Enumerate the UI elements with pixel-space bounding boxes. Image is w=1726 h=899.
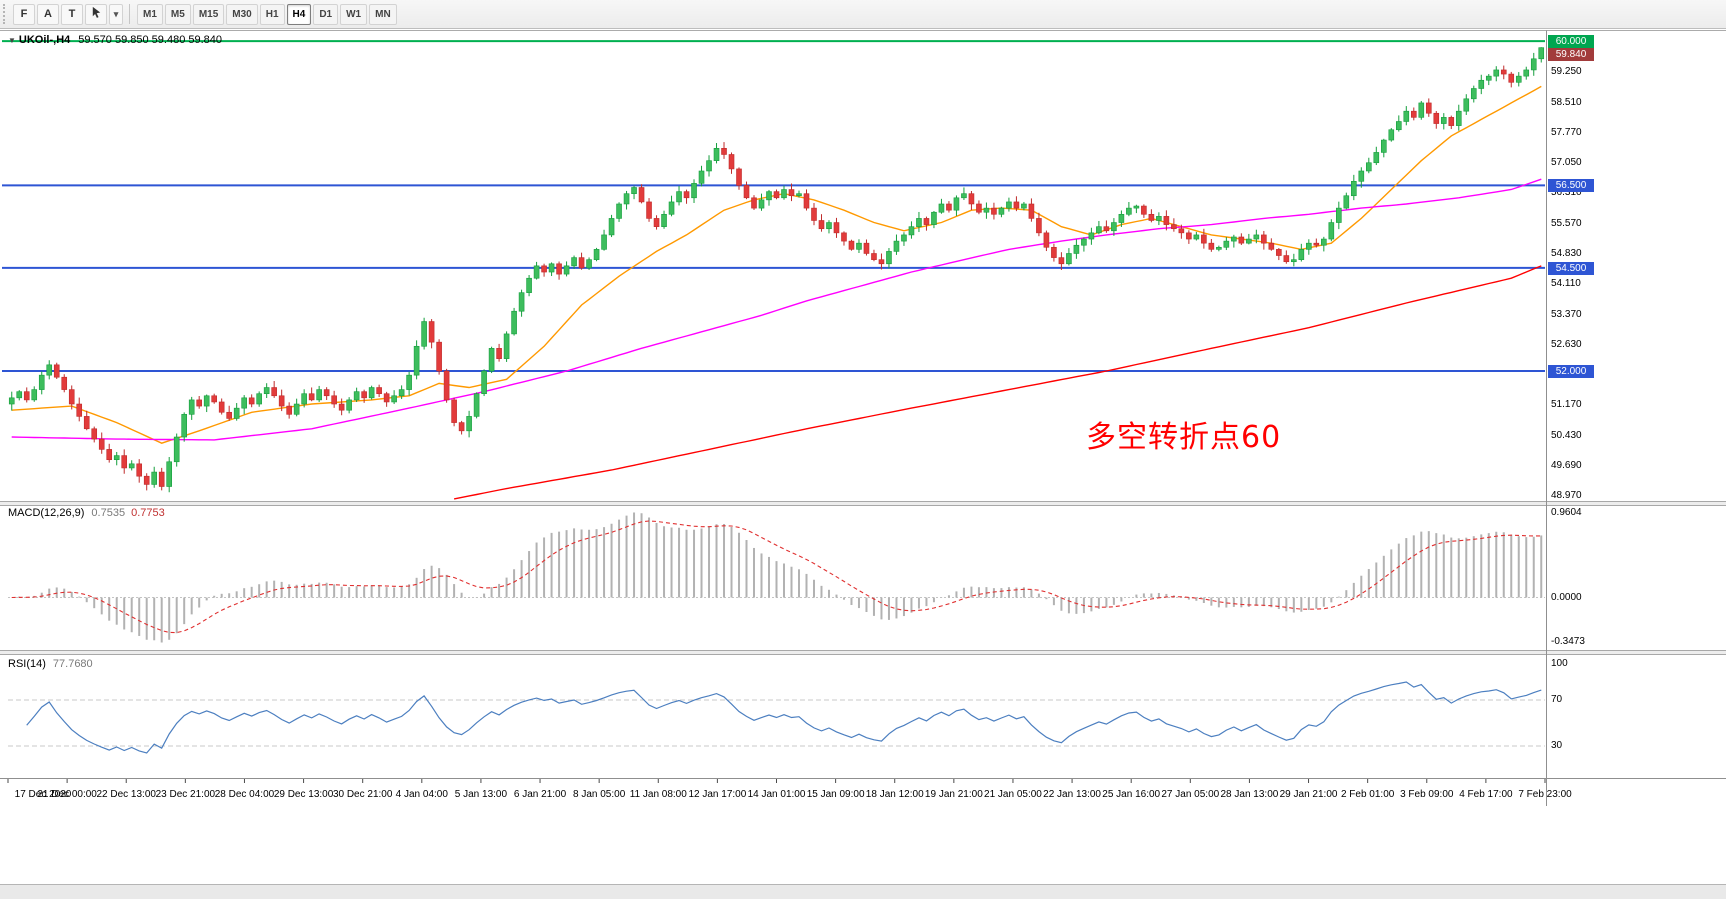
toolbar-separator — [129, 4, 130, 24]
cursor-icon — [90, 6, 103, 22]
chart-header: ▼ UKOil-,H4 59.570 59.850 59.480 59.840 — [8, 34, 222, 46]
macd-indicator-label: MACD(12,26,9) 0.7535 0.7753 — [8, 507, 165, 519]
rsi-value: 77.7680 — [52, 658, 93, 670]
cursor-tool-button[interactable] — [85, 3, 107, 25]
toolbar-button-arrow-mode[interactable]: A — [37, 3, 59, 25]
timeframe-button-h1[interactable]: H1 — [259, 3, 285, 25]
timeframe-button-m5[interactable]: M5 — [164, 3, 191, 25]
ohlc-values: 59.570 59.850 59.480 59.840 — [78, 34, 223, 46]
timeframe-group: M1 M5 M15 M30 H1 H4 D1 W1 MN — [137, 3, 397, 25]
collapse-icon[interactable]: ▼ — [8, 36, 16, 45]
tools-dropdown-button[interactable]: ▾ — [109, 3, 123, 25]
toolbar-button-f[interactable]: F — [13, 3, 35, 25]
toolbar-grip[interactable] — [3, 4, 9, 24]
timeframe-button-m1[interactable]: M1 — [137, 3, 163, 25]
toolbar: F A T ▾ M1 M5 M15 M30 H1 H4 D1 W1 MN — [0, 0, 1726, 29]
macd-name: MACD(12,26,9) — [8, 507, 85, 519]
toolbar-button-text[interactable]: T — [61, 3, 83, 25]
macd-main-value: 0.7535 — [91, 507, 126, 519]
timeframe-button-mn[interactable]: MN — [369, 3, 397, 25]
timeframe-button-w1[interactable]: W1 — [340, 3, 368, 25]
timeframe-button-h4[interactable]: H4 — [286, 3, 312, 25]
timeframe-button-d1[interactable]: D1 — [313, 3, 339, 25]
macd-signal-value: 0.7753 — [131, 507, 165, 519]
chart-text-annotation: 多空转折点60 — [1086, 420, 1282, 455]
symbol-title: UKOil-,H4 — [18, 34, 71, 46]
timeframe-button-m30[interactable]: M30 — [226, 3, 258, 25]
rsi-name: RSI(14) — [8, 658, 46, 670]
timeframe-button-m15[interactable]: M15 — [192, 3, 225, 25]
rsi-indicator-label: RSI(14) 77.7680 — [8, 658, 93, 670]
